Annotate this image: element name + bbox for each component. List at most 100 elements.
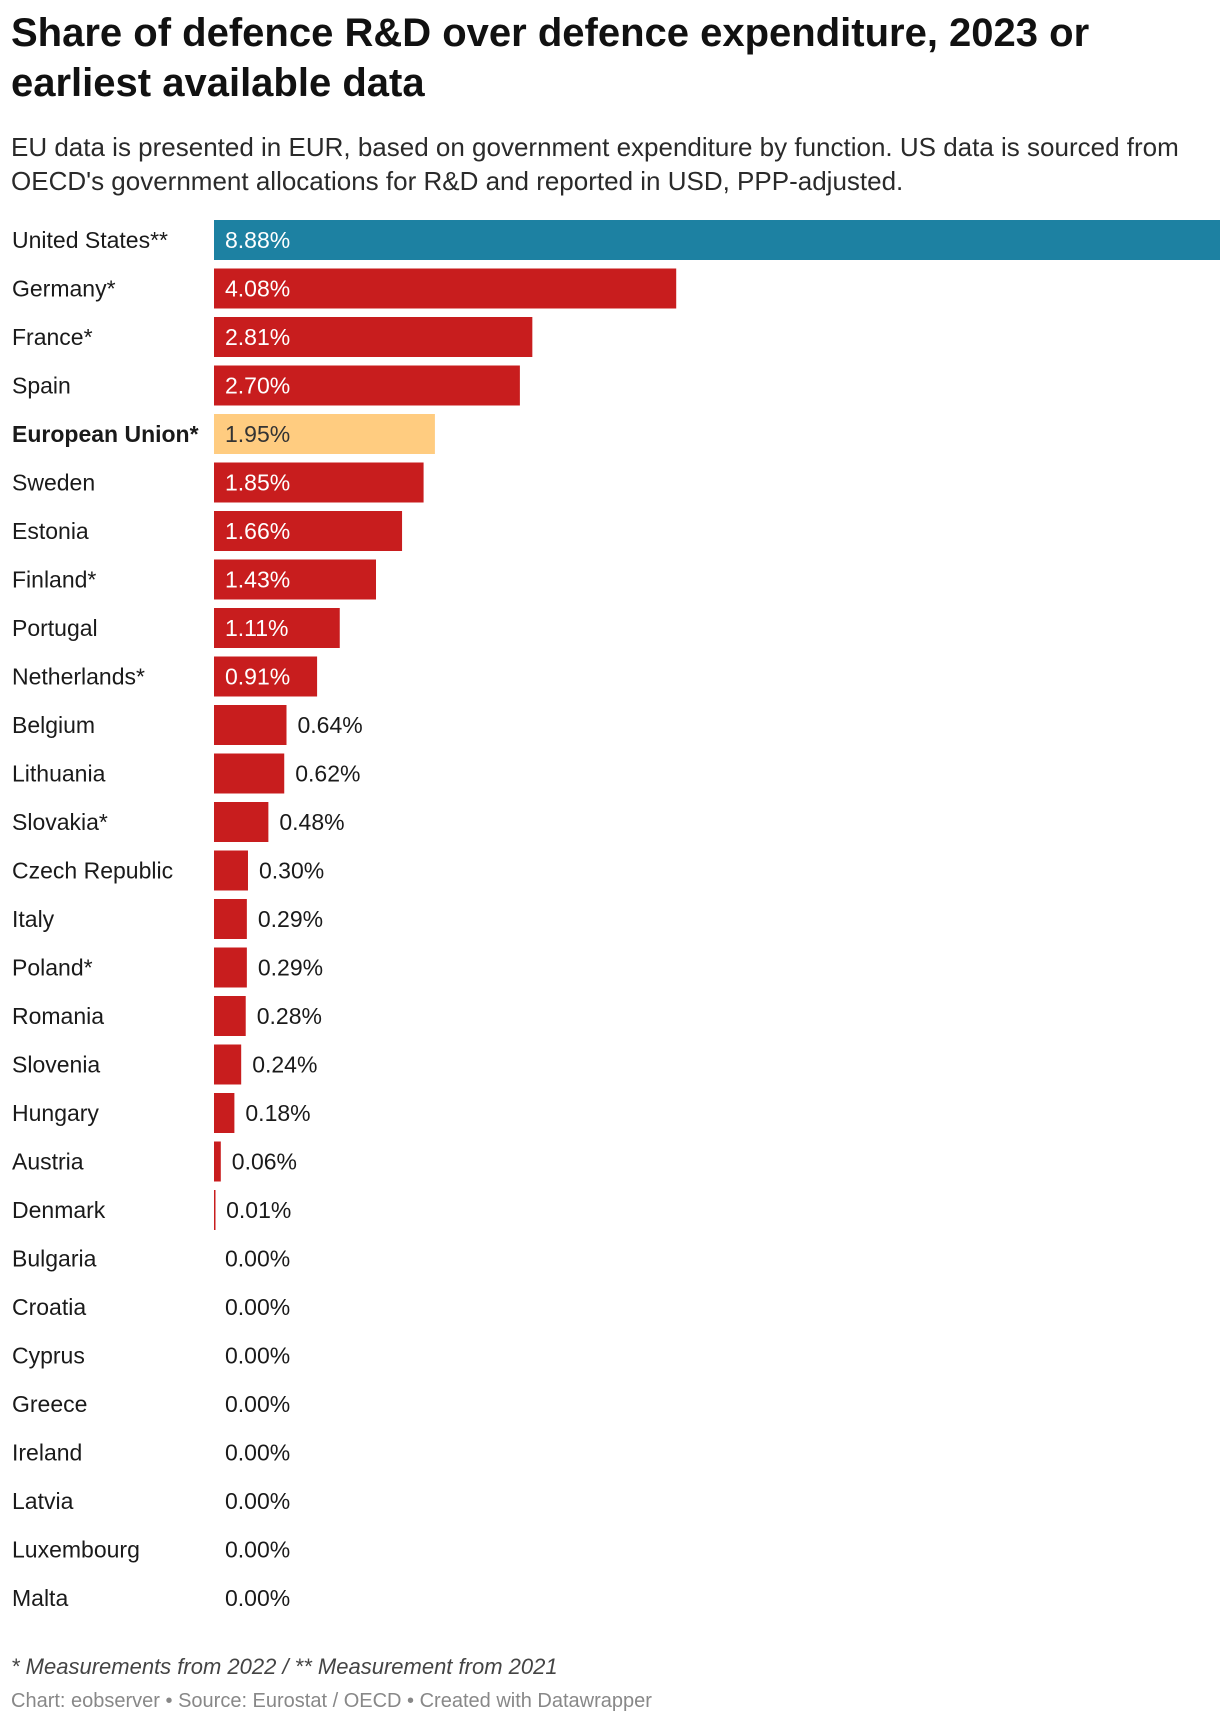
category-label-italy: Italy (12, 906, 55, 932)
bar-poland (214, 947, 247, 988)
value-label-hungary: 0.18% (245, 1100, 310, 1126)
bar-row-slovenia: Slovenia 0.24% (12, 1044, 317, 1085)
category-label-latvia: Latvia (12, 1488, 74, 1514)
bar-germany (214, 268, 677, 309)
category-label-hungary: Hungary (12, 1100, 99, 1126)
value-label-lithuania: 0.62% (295, 761, 360, 787)
category-label-united-states: United States** (12, 227, 168, 253)
bar-row-slovakia: Slovakia* 0.48% (12, 802, 345, 842)
category-label-denmark: Denmark (12, 1197, 106, 1223)
value-label-ireland: 0.00% (225, 1440, 290, 1466)
bar-row-spain: Spain 2.70% (12, 365, 520, 406)
category-label-luxembourg: Luxembourg (12, 1537, 140, 1563)
value-label-finland: 1.43% (225, 567, 290, 593)
category-label-poland: Poland* (12, 955, 93, 981)
value-label-romania: 0.28% (257, 1003, 322, 1029)
bar-row-romania: Romania 0.28% (12, 996, 322, 1036)
bar-austria (214, 1141, 221, 1182)
category-label-cyprus: Cyprus (12, 1343, 85, 1369)
value-label-latvia: 0.00% (225, 1488, 290, 1514)
value-label-portugal: 1.11% (225, 615, 289, 641)
value-label-poland: 0.29% (258, 955, 323, 981)
bar-slovakia (214, 802, 269, 842)
value-label-greece: 0.00% (225, 1391, 290, 1417)
bar-row-lithuania: Lithuania 0.62% (12, 753, 360, 794)
value-label-estonia: 1.66% (225, 518, 290, 544)
category-label-ireland: Ireland (12, 1440, 82, 1466)
bar-row-denmark: Denmark 0.01% (12, 1190, 291, 1230)
category-label-czech-republic: Czech Republic (12, 858, 173, 884)
value-label-italy: 0.29% (258, 906, 323, 932)
bar-row-european-union: European Union* 1.95% (12, 414, 435, 454)
category-label-sweden: Sweden (12, 470, 95, 496)
bar-spain (214, 365, 520, 406)
bar-czech-republic (214, 850, 248, 891)
bar-row-france: France* 2.81% (12, 317, 533, 357)
category-label-estonia: Estonia (12, 518, 89, 544)
category-label-portugal: Portugal (12, 615, 98, 641)
value-label-sweden: 1.85% (225, 470, 290, 496)
category-label-netherlands: Netherlands* (12, 664, 145, 690)
category-label-greece: Greece (12, 1391, 87, 1417)
category-label-slovenia: Slovenia (12, 1052, 100, 1078)
bar-row-czech-republic: Czech Republic 0.30% (12, 850, 324, 891)
bar-row-luxembourg: Luxembourg 0.00% (12, 1537, 290, 1563)
value-label-united-states: 8.88% (225, 227, 290, 253)
category-label-slovakia: Slovakia* (12, 809, 108, 835)
bar-row-netherlands: Netherlands* 0.91% (12, 656, 318, 697)
bar-row-italy: Italy 0.29% (12, 899, 323, 939)
category-label-bulgaria: Bulgaria (12, 1246, 97, 1272)
bar-sweden (214, 462, 424, 503)
bar-row-portugal: Portugal 1.11% (12, 608, 340, 648)
chart-subtitle: EU data is presented in EUR, based on go… (11, 132, 1179, 196)
category-label-germany: Germany* (12, 276, 116, 302)
value-label-czech-republic: 0.30% (259, 858, 324, 884)
bar-row-united-states: United States** 8.88% (12, 220, 1220, 260)
bar-row-germany: Germany* 4.08% (12, 268, 677, 309)
bar-finland (214, 559, 377, 600)
bar-belgium (214, 705, 287, 745)
bar-lithuania (214, 753, 285, 794)
bar-hungary (214, 1093, 235, 1133)
bar-row-cyprus: Cyprus 0.00% (12, 1343, 290, 1369)
category-label-belgium: Belgium (12, 712, 95, 738)
bar-row-ireland: Ireland 0.00% (12, 1440, 290, 1466)
value-label-germany: 4.08% (225, 276, 290, 302)
category-label-finland: Finland* (12, 567, 96, 593)
bar-row-latvia: Latvia 0.00% (12, 1488, 290, 1514)
value-label-european-union: 1.95% (225, 421, 290, 447)
value-label-netherlands: 0.91% (225, 664, 290, 690)
value-label-slovenia: 0.24% (252, 1052, 317, 1078)
value-label-belgium: 0.64% (298, 712, 363, 738)
chart-footer: Chart: eobserver • Source: Eurostat / OE… (11, 1690, 652, 1712)
bar-united-states (214, 220, 1220, 260)
bar-italy (214, 899, 247, 939)
category-label-lithuania: Lithuania (12, 761, 106, 787)
value-label-denmark: 0.01% (226, 1197, 291, 1223)
value-label-cyprus: 0.00% (225, 1343, 290, 1369)
value-label-slovakia: 0.48% (279, 809, 344, 835)
category-label-romania: Romania (12, 1003, 104, 1029)
bar-row-malta: Malta 0.00% (12, 1585, 290, 1611)
bar-france (214, 317, 533, 357)
bar-denmark (214, 1190, 216, 1230)
chart-notes: * Measurements from 2022 / ** Measuremen… (11, 1654, 558, 1679)
value-label-bulgaria: 0.00% (225, 1246, 290, 1272)
bar-row-austria: Austria 0.06% (12, 1141, 297, 1182)
value-label-malta: 0.00% (225, 1585, 290, 1611)
value-label-croatia: 0.00% (225, 1294, 290, 1320)
bar-estonia (214, 511, 403, 551)
bar-row-poland: Poland* 0.29% (12, 947, 323, 988)
value-label-spain: 2.70% (225, 373, 290, 399)
value-label-austria: 0.06% (232, 1149, 297, 1175)
bar-netherlands (214, 656, 318, 697)
category-label-european-union: European Union* (12, 421, 199, 447)
bar-row-greece: Greece 0.00% (12, 1391, 290, 1417)
bar-row-finland: Finland* 1.43% (12, 559, 377, 600)
category-label-austria: Austria (12, 1149, 84, 1175)
bar-row-bulgaria: Bulgaria 0.00% (12, 1246, 290, 1272)
value-label-luxembourg: 0.00% (225, 1537, 290, 1563)
value-label-france: 2.81% (225, 324, 290, 350)
category-label-spain: Spain (12, 373, 71, 399)
